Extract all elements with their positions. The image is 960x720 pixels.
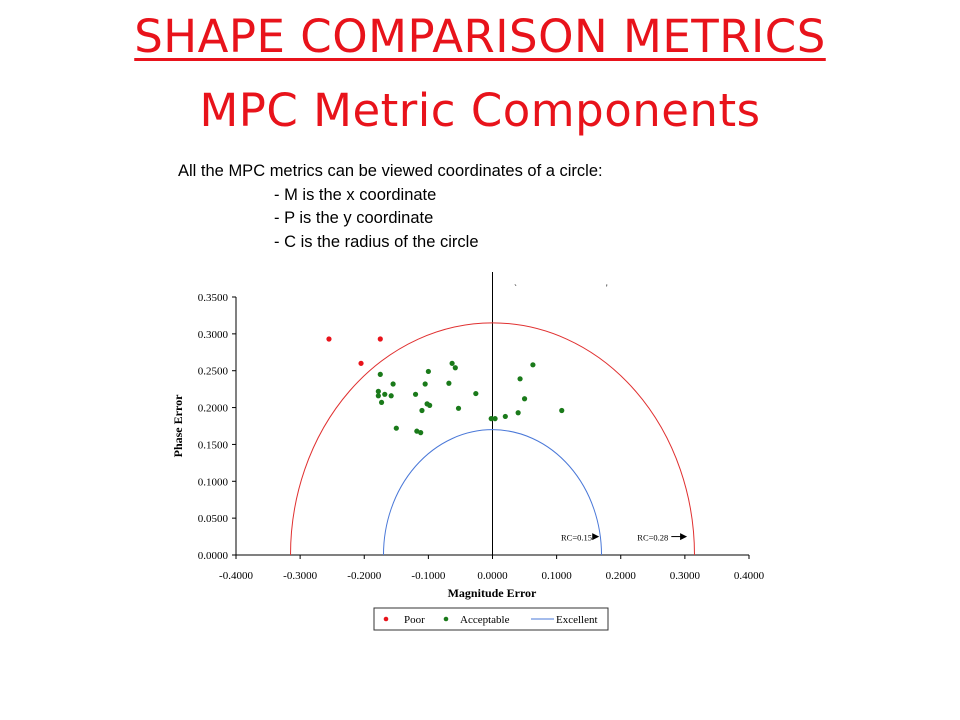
acceptable-point bbox=[492, 416, 498, 422]
chart-ticks: -0.4000 -0.3000 -0.2000 -0.1000 0.0000 0.1000… bbox=[198, 292, 765, 582]
top-mark: ' bbox=[606, 283, 608, 293]
legend-acceptable-label: Acceptable bbox=[460, 614, 510, 626]
legend-excellent-label: Excellent bbox=[556, 614, 598, 626]
x-tick-label: 0.3000 bbox=[670, 570, 701, 582]
bullet-p: - P is the y coordinate bbox=[274, 209, 434, 227]
y-tick-label: 0.2000 bbox=[198, 403, 229, 415]
bullet-c: - C is the radius of the circle bbox=[274, 232, 479, 251]
x-tick-label: 0.0000 bbox=[477, 570, 508, 582]
x-tick-label: 0.2000 bbox=[606, 570, 637, 582]
chart-points bbox=[326, 336, 565, 436]
legend-poor-label: Poor bbox=[404, 614, 425, 626]
acceptable-point bbox=[412, 391, 419, 397]
top-mark: ` bbox=[514, 283, 517, 293]
acceptable-point bbox=[377, 371, 383, 377]
acceptable-point bbox=[378, 399, 385, 406]
slide-title: SHAPE COMPARISON METRICS bbox=[134, 10, 826, 63]
acceptable-point bbox=[521, 396, 528, 402]
acceptable-point bbox=[390, 381, 396, 387]
bullet-m: - M is the x coordinate bbox=[274, 185, 437, 204]
rc-annotation-label: RC=0.28 bbox=[637, 533, 668, 543]
acceptable-point bbox=[515, 410, 521, 416]
x-axis-label: Magnitude Error bbox=[448, 586, 537, 600]
acceptable-point bbox=[452, 365, 458, 371]
rc-annotation-arrow-head bbox=[680, 533, 688, 541]
poor-point bbox=[358, 360, 364, 366]
y-tick-label: 0.0000 bbox=[198, 550, 229, 562]
acceptable-point bbox=[517, 376, 523, 382]
chart-curves bbox=[290, 322, 695, 556]
slide-subtitle: MPC Metric Components bbox=[199, 84, 761, 137]
y-tick-label: 0.1500 bbox=[198, 439, 229, 451]
acceptable-point bbox=[418, 430, 424, 436]
x-tick-label: -0.4000 bbox=[219, 570, 253, 582]
acceptable-point bbox=[425, 368, 431, 375]
rc-annotation-arrow-head bbox=[592, 533, 600, 541]
acceptable-point bbox=[446, 380, 452, 386]
acceptable-point bbox=[393, 425, 399, 431]
acceptable-point bbox=[502, 413, 508, 420]
x-tick-label: -0.2000 bbox=[347, 570, 381, 582]
acceptable-point bbox=[449, 360, 455, 366]
y-tick-label: 0.3000 bbox=[198, 329, 229, 341]
legend-box bbox=[373, 607, 609, 631]
acceptable-point bbox=[427, 402, 433, 408]
poor-point bbox=[326, 336, 332, 342]
acceptable-point bbox=[530, 362, 536, 368]
y-tick-label: 0.3500 bbox=[198, 292, 229, 304]
chart-axes bbox=[235, 272, 749, 556]
acceptable-point bbox=[388, 393, 394, 399]
acceptable-point bbox=[382, 391, 388, 397]
x-tick-label: 0.1000 bbox=[542, 570, 573, 582]
excellent-circle-curve bbox=[382, 429, 603, 556]
acceptable-point bbox=[375, 393, 381, 399]
acceptable-point bbox=[375, 388, 381, 394]
description-intro: All the MPC metrics can be viewed coordi… bbox=[178, 162, 603, 180]
y-axis-label: Phase Error bbox=[171, 394, 185, 457]
x-tick-label: 0.4000 bbox=[734, 570, 765, 582]
y-tick-label: 0.1000 bbox=[198, 476, 229, 488]
x-tick-label: -0.3000 bbox=[283, 570, 317, 582]
chart-annotations: RC=0.15 RC=0.28 ` ' bbox=[514, 283, 688, 543]
chart-legend: Poor Acceptable Excellent bbox=[373, 607, 609, 631]
legend-poor-marker bbox=[383, 616, 389, 622]
acceptable-point bbox=[422, 381, 428, 387]
acceptable-point bbox=[419, 407, 425, 414]
x-tick-label: -0.1000 bbox=[411, 570, 445, 582]
outer-circle-curve bbox=[290, 322, 695, 556]
acceptable-point bbox=[559, 407, 565, 414]
rc-annotation-label: RC=0.15 bbox=[561, 533, 592, 543]
acceptable-point bbox=[473, 390, 479, 397]
description: All the MPC metrics can be viewed coordi… bbox=[178, 160, 603, 254]
acceptable-point bbox=[455, 405, 462, 411]
poor-point bbox=[377, 336, 383, 342]
legend-acceptable-marker bbox=[443, 616, 449, 622]
acceptable-point bbox=[488, 416, 494, 422]
y-tick-label: 0.0500 bbox=[198, 513, 229, 525]
y-tick-label: 0.2500 bbox=[198, 366, 229, 378]
